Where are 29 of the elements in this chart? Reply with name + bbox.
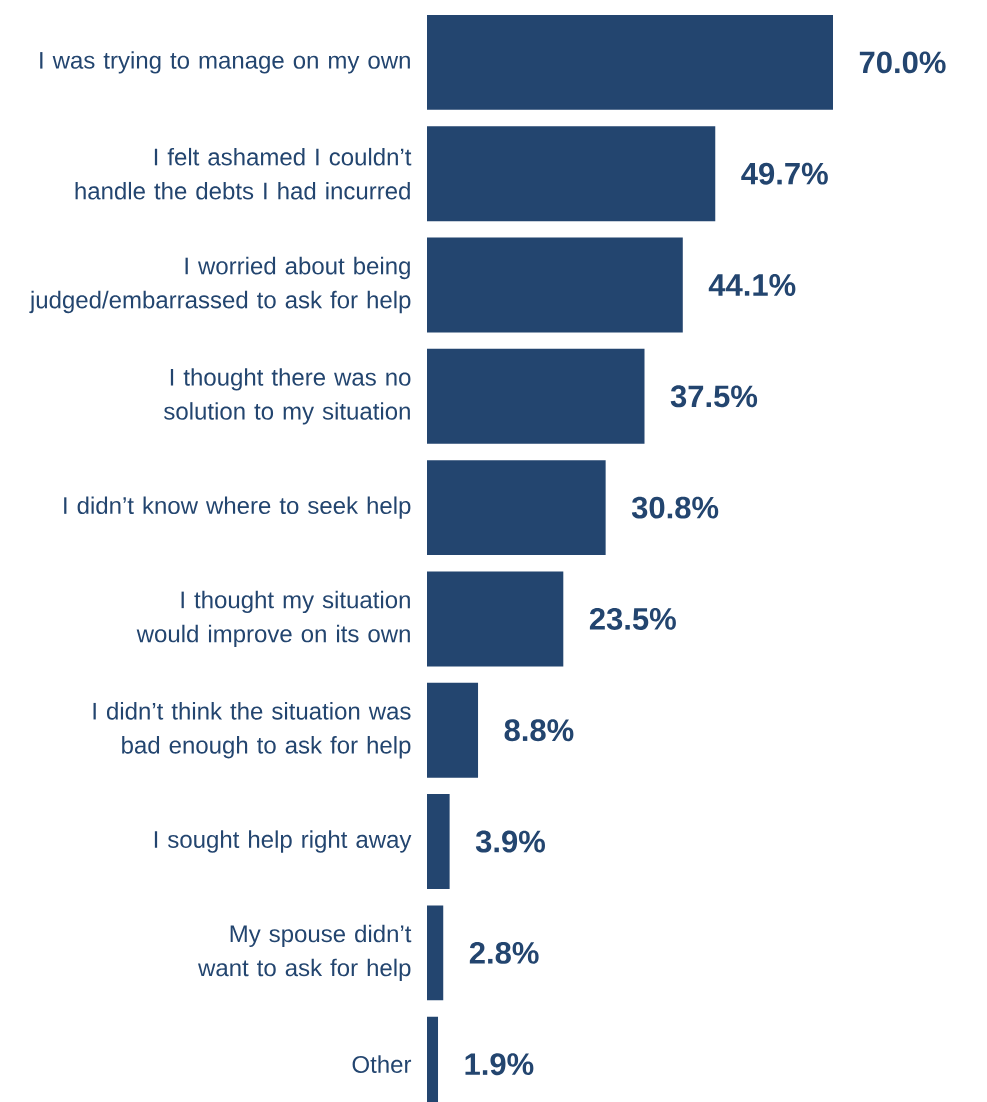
data-label: 23.5% [589,607,676,630]
y-tick-label: I thought my situation would improve on its own [136,590,410,648]
y-tick-label: I was trying to manage on my own [40,51,410,74]
bar [427,794,450,890]
data-label: 8.8% [504,719,574,742]
y-tick-label: I didn’t think the situation was bad enough to ask for help [93,702,411,759]
bar [427,905,444,1001]
data-label: 44.1% [708,274,796,296]
data-label: 1.9% [465,1053,534,1076]
data-label: 49.7% [741,162,828,185]
data-label: 70.0% [859,51,946,74]
y-tick-label: I felt ashamed I couldn’t handle the debts I had incurred [75,147,412,200]
data-label: 30.8% [631,496,719,519]
y-tick-label: Other [352,1055,412,1073]
bar [427,126,716,222]
bar [427,682,479,778]
data-label: 3.9% [475,830,545,853]
y-tick-label: I sought help right away [154,830,412,853]
y-tick-label: I didn’t know where to seek help [64,496,411,519]
data-label: 37.5% [670,385,758,408]
bar [427,571,564,667]
y-tick-label: My spouse didn’t want to ask for help [198,924,412,982]
y-tick-label: I thought there was no solution to my situation [164,368,411,425]
bar [427,460,606,556]
bar [427,237,683,333]
data-label: 2.8% [469,941,539,964]
bar [427,348,645,444]
y-tick-label: I worried about being judged/embarrassed to ask for help [29,256,411,314]
bar [427,14,833,110]
